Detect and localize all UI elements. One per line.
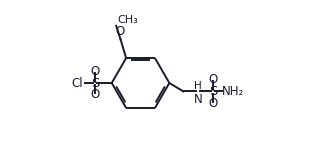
Text: NH₂: NH₂: [222, 85, 244, 98]
Text: S: S: [209, 85, 217, 98]
Text: Cl: Cl: [71, 77, 83, 89]
Text: S: S: [91, 77, 100, 89]
Text: O: O: [91, 65, 100, 78]
Text: H: H: [194, 81, 202, 91]
Text: CH₃: CH₃: [117, 15, 138, 25]
Text: O: O: [91, 88, 100, 101]
Text: N: N: [194, 93, 203, 106]
Text: O: O: [208, 73, 218, 86]
Text: O: O: [208, 97, 218, 110]
Text: O: O: [116, 25, 125, 38]
